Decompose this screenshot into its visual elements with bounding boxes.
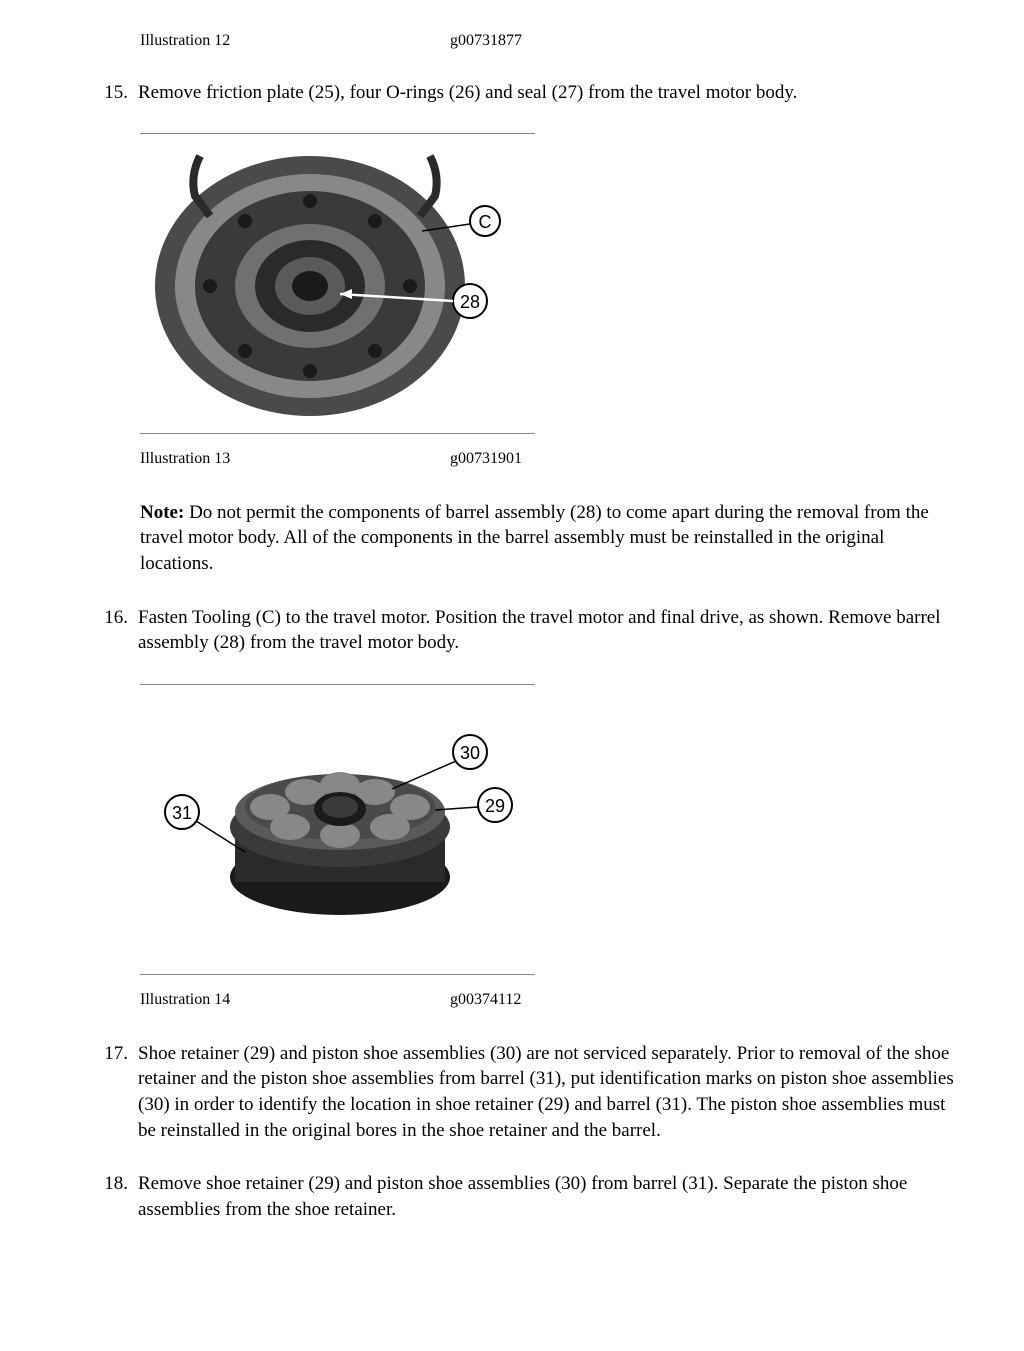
illustration-12-code: g00731877 xyxy=(450,30,954,52)
step-17: 17. Shoe retainer (29) and piston shoe a… xyxy=(100,1041,954,1144)
figure-13-caption: Illustration 13 g00731901 xyxy=(140,434,954,490)
step-17-text: Shoe retainer (29) and piston shoe assem… xyxy=(138,1041,954,1144)
figure-13-label: Illustration 13 xyxy=(140,448,450,470)
step-16: 16. Fasten Tooling (C) to the travel mot… xyxy=(100,605,954,656)
figure-14-label: Illustration 14 xyxy=(140,989,450,1011)
note-13-label: Note: xyxy=(140,502,184,523)
step-16-text: Fasten Tooling (C) to the travel motor. … xyxy=(138,605,954,656)
svg-text:28: 28 xyxy=(460,292,480,312)
figure-14-image: 30 29 31 xyxy=(140,684,535,975)
figure-13-image: C 28 xyxy=(140,133,535,434)
figure-13-code: g00731901 xyxy=(450,448,522,470)
step-17-number: 17. xyxy=(100,1041,138,1144)
figure-14: 30 29 31 Illustration 14 g00374112 xyxy=(140,684,954,1031)
step-18-text: Remove shoe retainer (29) and piston sho… xyxy=(138,1171,954,1222)
svg-text:30: 30 xyxy=(460,743,480,763)
svg-text:29: 29 xyxy=(485,796,505,816)
step-15-number: 15. xyxy=(100,80,138,106)
figure-13: C 28 Illustration 13 g00731901 xyxy=(140,133,954,490)
step-16-number: 16. xyxy=(100,605,138,656)
step-15: 15. Remove friction plate (25), four O-r… xyxy=(100,80,954,106)
note-13-text: Do not permit the components of barrel a… xyxy=(140,502,929,574)
svg-text:31: 31 xyxy=(172,803,192,823)
step-18: 18. Remove shoe retainer (29) and piston… xyxy=(100,1171,954,1222)
figure-14-code: g00374112 xyxy=(450,989,521,1011)
svg-text:C: C xyxy=(479,212,492,232)
step-18-number: 18. xyxy=(100,1171,138,1222)
step-15-text: Remove friction plate (25), four O-rings… xyxy=(138,80,954,106)
figure-14-caption: Illustration 14 g00374112 xyxy=(140,975,954,1031)
note-13: Note: Do not permit the components of ba… xyxy=(140,500,954,577)
illustration-12-label: Illustration 12 xyxy=(140,30,450,52)
illustration-12-caption: Illustration 12 g00731877 xyxy=(140,30,954,52)
